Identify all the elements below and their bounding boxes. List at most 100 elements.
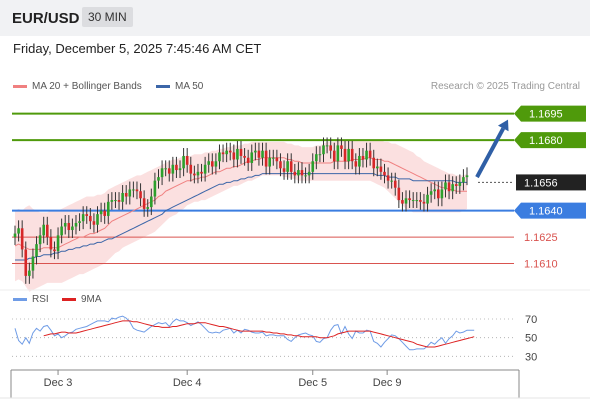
candle-body [132, 189, 135, 191]
candle [365, 142, 368, 168]
candle [393, 172, 397, 196]
candle-body [171, 164, 175, 174]
candle [24, 241, 28, 284]
candle [444, 174, 447, 198]
candle-body [246, 157, 250, 164]
candle [214, 153, 218, 175]
candle [38, 227, 42, 253]
candle [261, 142, 264, 166]
datetime-label: Friday, December 5, 2025 7:45:46 AM CET [13, 41, 262, 56]
candle [35, 236, 38, 265]
candle [282, 160, 286, 180]
candle-body [372, 157, 376, 169]
candle-body [315, 154, 318, 162]
candle [218, 144, 221, 170]
candle-body [268, 157, 271, 167]
candle-body [390, 180, 393, 182]
candle [465, 167, 469, 186]
rsi-tick-50: 50 [525, 333, 537, 345]
candle-body [343, 148, 347, 162]
candle [185, 148, 189, 173]
level-label: 1.1640 [529, 206, 563, 218]
candle [268, 149, 271, 175]
candle-body [228, 150, 232, 153]
candle [332, 142, 336, 170]
candle [117, 192, 121, 210]
candle-body [160, 168, 164, 178]
candle [160, 160, 164, 186]
projection-arrow-shaft [475, 127, 506, 179]
candle-body [45, 224, 49, 238]
candle-body [200, 171, 203, 174]
candle [193, 165, 196, 184]
candle-body [214, 161, 218, 167]
candle [167, 160, 171, 182]
candle-body [182, 155, 185, 169]
level-support-5: 1.1625 [12, 232, 558, 244]
x-tick-label: Dec 5 [298, 377, 327, 389]
timeframe-button[interactable]: 30 MIN [82, 7, 133, 27]
candle [376, 158, 379, 177]
candle-body [336, 145, 340, 162]
candle [182, 148, 185, 177]
candle [271, 149, 275, 166]
candle-body [275, 157, 279, 162]
candle [462, 169, 465, 191]
candle-body [465, 175, 469, 178]
candle [297, 162, 300, 184]
candle-body [451, 184, 454, 192]
candle-body [232, 152, 236, 160]
candle-body [221, 152, 225, 155]
candle [343, 140, 347, 170]
candle-body [300, 170, 304, 176]
candle [415, 192, 419, 208]
candle [408, 190, 411, 208]
candle-body [236, 148, 239, 160]
candle [63, 215, 67, 235]
candle [254, 142, 257, 161]
candle [397, 179, 401, 208]
candle-body [178, 168, 182, 171]
legend-ma50-label: MA 50 [175, 81, 204, 92]
candle-body [31, 256, 35, 271]
candle [433, 181, 437, 200]
candle [67, 215, 71, 238]
candle-body [358, 155, 361, 167]
candle [358, 148, 361, 175]
x-tick-label: Dec 9 [373, 377, 402, 389]
candle [178, 160, 182, 179]
candle [426, 186, 429, 212]
candle [150, 188, 153, 216]
candle-body [99, 210, 103, 215]
candle [189, 156, 193, 182]
candle [13, 225, 17, 246]
legend-rsi-swatch [13, 297, 27, 301]
candle-body [85, 214, 89, 216]
projection-arrow-head [497, 119, 509, 132]
candle-body [411, 200, 415, 202]
candle [307, 163, 311, 184]
level-resistance-1: 1.1695 [12, 105, 586, 122]
candle-body [142, 198, 146, 209]
candle [350, 140, 354, 170]
candle-body [67, 222, 71, 231]
candle [354, 153, 358, 175]
candle [318, 146, 322, 163]
candle-body [311, 161, 315, 172]
candle-body [53, 249, 56, 252]
candle-body [78, 221, 81, 223]
candle-body [189, 164, 193, 174]
candle [124, 185, 128, 205]
candle-body [340, 145, 343, 149]
candle [135, 181, 139, 200]
candle [232, 144, 236, 168]
legend-ma20-label: MA 20 + Bollinger Bands [32, 81, 142, 92]
candle-body [157, 177, 160, 181]
candle [146, 199, 150, 217]
level-tag [514, 105, 586, 122]
candle [311, 153, 315, 180]
candle-body [458, 182, 462, 186]
candle-body [17, 228, 20, 234]
candle-body [297, 170, 300, 176]
last-price-label: 1.1656 [524, 177, 558, 189]
